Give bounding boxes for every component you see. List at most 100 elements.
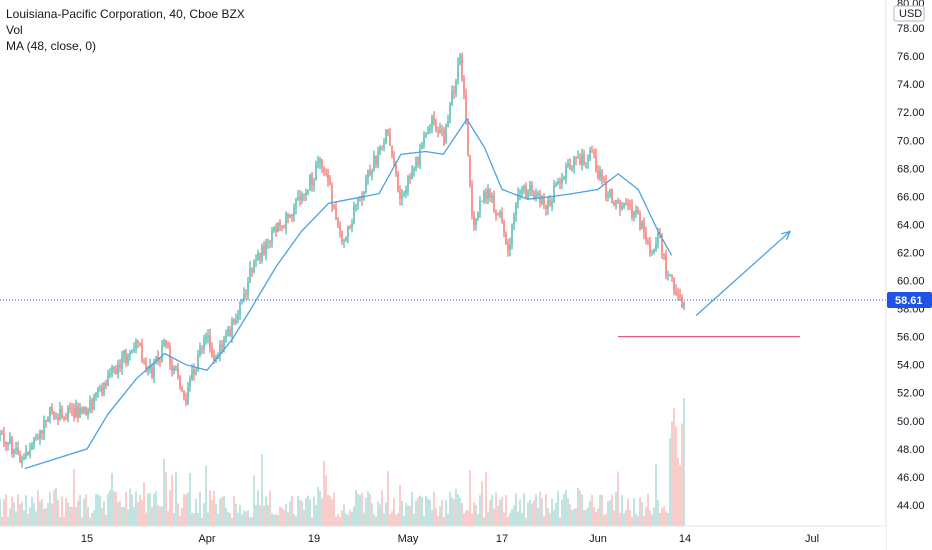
candle-body	[73, 409, 75, 418]
volume-bar	[665, 511, 667, 526]
volume-bar	[437, 516, 439, 526]
candle-body	[461, 55, 463, 79]
candle-body	[35, 437, 37, 439]
candle-body	[311, 174, 313, 186]
candle-body	[501, 211, 503, 222]
candle-body	[597, 170, 599, 179]
candle-body	[351, 223, 353, 228]
volume-bar	[13, 502, 15, 526]
volume-bar	[479, 495, 481, 526]
time-axis[interactable]: 15 Apr 19 May 17 Jun 14 Jul	[81, 533, 819, 545]
volume-bar	[489, 500, 491, 526]
candle-body	[295, 198, 297, 209]
candle-body	[555, 184, 557, 186]
volume-bar	[527, 502, 529, 526]
volume-bar	[429, 499, 431, 526]
volume-bar	[523, 492, 525, 526]
volume-bar	[683, 398, 685, 526]
volume-bar	[255, 504, 257, 526]
volume-bar	[423, 516, 425, 526]
time-tick-label: Apr	[198, 533, 215, 545]
candle-body	[239, 302, 241, 315]
volume-bar	[35, 511, 37, 526]
volume-bar	[585, 509, 587, 526]
trend-arrow[interactable]	[695, 230, 791, 317]
candle-body	[627, 203, 629, 205]
candle-body	[603, 181, 605, 183]
volume-bar	[475, 504, 477, 526]
volume-bar	[19, 504, 21, 526]
volume-bar	[261, 454, 263, 526]
volume-bar	[81, 517, 83, 526]
volume-bar	[9, 508, 11, 526]
candle-body	[565, 166, 567, 179]
candle-body	[495, 210, 497, 215]
candle-body	[277, 223, 279, 232]
volume-bar	[207, 512, 209, 526]
volume-bar	[187, 492, 189, 526]
price-tick-label: 56.00	[897, 332, 925, 344]
candle-body	[515, 204, 517, 216]
time-tick-label: 17	[496, 533, 508, 545]
currency-badge[interactable]: USD	[899, 8, 922, 20]
volume-bar	[341, 510, 343, 526]
volume-bar	[189, 472, 191, 526]
volume-bar	[679, 464, 681, 526]
candle-body	[385, 130, 387, 143]
candle-body	[43, 420, 45, 434]
volume-bar	[621, 494, 623, 526]
volume-bar	[561, 499, 563, 526]
candle-body	[237, 314, 239, 320]
candle-body	[305, 192, 307, 196]
price-tick-label: 44.00	[897, 500, 925, 512]
volume-bar	[53, 490, 55, 526]
candle-body	[195, 371, 197, 375]
volume-bar	[495, 492, 497, 526]
volume-bar	[659, 512, 661, 526]
volume-bar	[15, 511, 17, 526]
volume-bar	[99, 495, 101, 526]
volume-bar	[59, 517, 61, 526]
volume-bar	[517, 511, 519, 526]
candle-body	[285, 213, 287, 229]
candle-body	[187, 387, 189, 404]
volume-bar	[387, 471, 389, 526]
volume-bar	[269, 490, 271, 526]
volume-bar	[395, 514, 397, 526]
volume-bar	[191, 512, 193, 526]
volume-bar	[185, 494, 187, 526]
volume-bar	[95, 494, 97, 526]
volume-bar	[401, 500, 403, 526]
candle-body	[679, 295, 681, 298]
volume-bar	[627, 498, 629, 526]
volume-bar	[281, 507, 283, 526]
ma-indicator-label[interactable]: MA (48, close, 0)	[6, 39, 97, 53]
candle-body	[417, 157, 419, 166]
candle-body	[71, 408, 73, 410]
candle-body	[497, 214, 499, 216]
volume-bar	[579, 490, 581, 526]
candle-body	[15, 447, 17, 449]
candle-body	[61, 408, 63, 418]
price-tick-label: 54.00	[897, 360, 925, 372]
candle-body	[59, 408, 61, 420]
candle-body	[221, 344, 223, 349]
candle-body	[639, 213, 641, 230]
candle-body	[171, 364, 173, 371]
volume-bar	[121, 506, 123, 526]
candle-body	[425, 133, 427, 137]
candle-body	[577, 157, 579, 159]
volume-bar	[407, 505, 409, 526]
volume-indicator-label[interactable]: Vol	[6, 23, 23, 37]
volume-bar	[11, 496, 13, 526]
candle-body	[485, 192, 487, 200]
volume-bar	[127, 509, 129, 526]
candle-body	[549, 200, 551, 206]
symbol-title[interactable]: Louisiana-Pacific Corporation, 40, Cboe …	[6, 7, 245, 21]
price-axis[interactable]: 44.0046.0048.0050.0052.0054.0056.0058.00…	[897, 23, 925, 512]
candle-body	[101, 386, 103, 395]
candle-body	[105, 382, 107, 386]
chart-legend: Louisiana-Pacific Corporation, 40, Cboe …	[6, 6, 245, 54]
candle-body	[423, 136, 425, 145]
